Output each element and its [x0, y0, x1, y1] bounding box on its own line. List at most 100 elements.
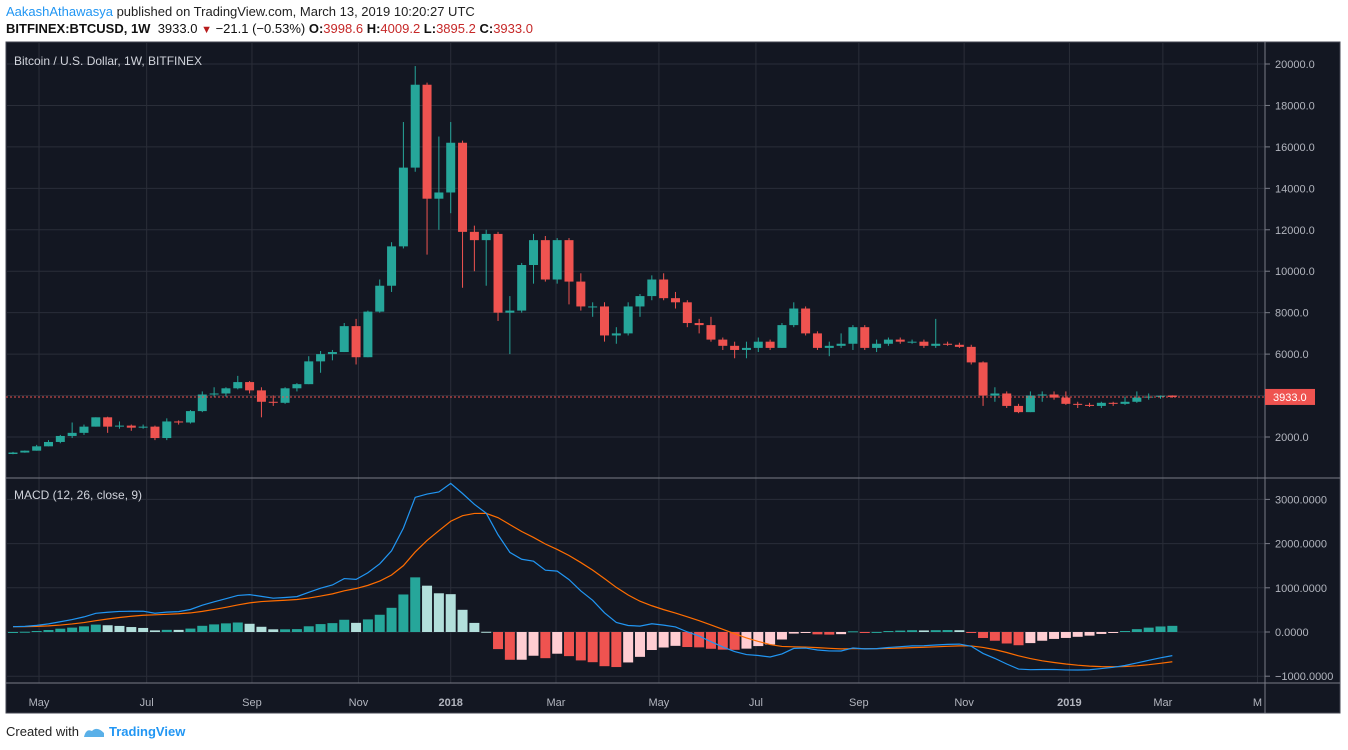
macd-histogram-bar: [422, 585, 433, 632]
price-tick-label: 16000.0: [1275, 142, 1315, 154]
candle-body: [564, 240, 574, 282]
macd-histogram-bar: [717, 632, 728, 650]
candle-body: [1120, 401, 1130, 404]
candle-body: [836, 343, 846, 346]
tradingview-brand-link[interactable]: TradingView: [108, 724, 186, 739]
macd-histogram-bar: [670, 632, 681, 646]
macd-histogram-bar: [705, 632, 716, 649]
candle-body: [1156, 395, 1166, 397]
candle-up: [883, 337, 893, 346]
candle-down: [422, 82, 432, 255]
macd-histogram-bar: [989, 632, 1000, 641]
candle-body: [1108, 402, 1118, 404]
macd-histogram-bar: [209, 624, 220, 632]
macd-histogram-bar: [1155, 626, 1166, 632]
candle-down: [682, 300, 692, 328]
tradingview-logo-icon: [83, 728, 104, 737]
candle-body: [978, 362, 988, 396]
macd-histogram-bar: [185, 628, 196, 632]
candle-up: [741, 341, 751, 359]
macd-histogram-bar: [504, 632, 515, 660]
candle-up: [43, 440, 53, 447]
candle-up: [339, 323, 349, 353]
low-label: L:: [423, 21, 437, 36]
macd-histogram-bar: [161, 629, 172, 632]
candle-body: [363, 311, 373, 358]
candle-down: [1002, 391, 1012, 408]
candle-down: [765, 339, 775, 350]
candle-up: [327, 349, 337, 361]
candle-body: [576, 281, 586, 307]
time-tick-label: Mar: [547, 697, 566, 709]
time-tick-label: Mar: [1153, 697, 1172, 709]
candle-down: [812, 331, 822, 350]
candle-body: [517, 265, 527, 311]
candle-body: [931, 343, 941, 346]
candle-body: [966, 346, 976, 363]
macd-histogram-bar: [1084, 632, 1095, 636]
candle-body: [1073, 403, 1083, 405]
macd-histogram-bar: [918, 630, 929, 632]
candle-body: [209, 393, 219, 395]
macd-histogram-bar: [351, 622, 362, 632]
candle-body: [943, 343, 953, 345]
candle-body: [493, 233, 503, 313]
macd-histogram-bar: [327, 623, 338, 632]
candle-up: [32, 444, 42, 451]
time-tick-label: 2019: [1057, 697, 1081, 709]
macd-histogram-bar: [31, 631, 42, 633]
candle-body: [1014, 405, 1024, 413]
candle-up: [529, 233, 539, 284]
candle-up: [517, 262, 527, 313]
candle-down: [670, 291, 680, 309]
candle-body: [765, 341, 775, 348]
author-link[interactable]: AakashAthawasya: [6, 4, 113, 19]
macd-histogram-bar: [339, 619, 350, 632]
price-tick-label: 12000.0: [1275, 225, 1315, 237]
macd-histogram-bar: [220, 623, 231, 632]
macd-histogram-bar: [244, 623, 255, 632]
macd-histogram-bar: [398, 594, 409, 632]
candle-body: [434, 192, 444, 199]
candle-up: [434, 136, 444, 230]
candle-body: [1049, 394, 1059, 398]
candle-up: [872, 339, 882, 353]
macd-histogram-bar: [268, 629, 279, 632]
time-tick-label: Jul: [749, 697, 763, 709]
candle-body: [600, 306, 609, 336]
candle-up: [209, 387, 219, 397]
macd-histogram-bar: [55, 628, 66, 632]
candle-down: [1085, 402, 1095, 407]
candle-down: [730, 341, 740, 359]
candle-body: [1061, 397, 1071, 404]
macd-histogram-bar: [895, 630, 906, 632]
candle-up: [990, 387, 1000, 402]
macd-histogram-bar: [315, 624, 326, 632]
macd-histogram-bar: [859, 632, 870, 633]
candle-body: [812, 333, 822, 348]
time-tick-label: M: [1253, 697, 1262, 709]
macd-tick-label: −1000.0000: [1275, 671, 1333, 683]
macd-histogram-bar: [433, 593, 444, 632]
candle-body: [1002, 393, 1012, 406]
candle-body: [422, 84, 432, 199]
macd-tick-label: 1000.0000: [1275, 583, 1327, 595]
macd-histogram-bar: [1143, 627, 1154, 632]
candle-down: [540, 235, 550, 282]
macd-histogram-bar: [729, 632, 740, 650]
macd-histogram-bar: [587, 632, 598, 663]
candle-body: [446, 142, 456, 193]
macd-histogram-bar: [800, 632, 811, 633]
candle-down: [895, 337, 905, 344]
macd-histogram-bar: [1072, 632, 1083, 637]
candle-body: [753, 341, 763, 348]
price-tick-label: 10000.0: [1275, 266, 1315, 278]
candle-up: [777, 323, 787, 348]
candle-body: [659, 279, 669, 299]
candle-up: [185, 410, 195, 424]
candle-body: [481, 233, 491, 241]
macd-histogram-bar: [410, 577, 421, 632]
macd-histogram-bar: [634, 632, 645, 657]
candle-body: [8, 452, 18, 454]
